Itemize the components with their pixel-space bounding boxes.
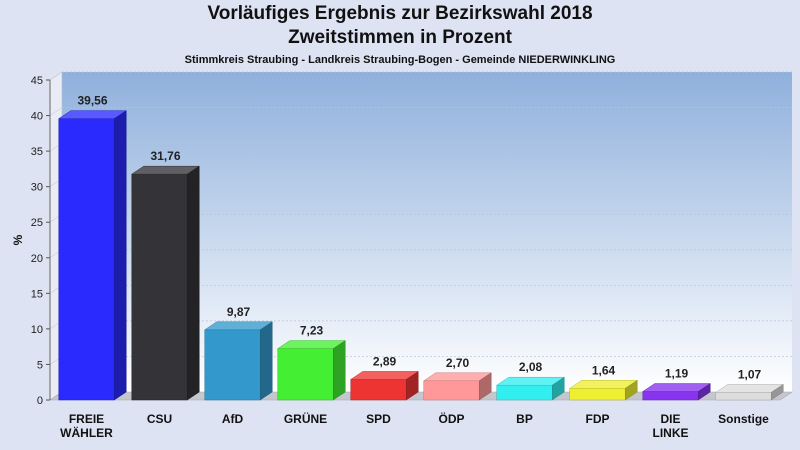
bar-front — [423, 380, 480, 401]
category-label-line: Sonstige — [718, 412, 769, 426]
category-label: FDP — [586, 412, 610, 426]
chart-subtitle: Zweitstimmen in Prozent — [288, 27, 512, 48]
data-label: 2,70 — [446, 356, 470, 370]
y-tick-label: 10 — [31, 324, 43, 336]
data-label: 1,07 — [738, 367, 762, 381]
data-label: 31,76 — [150, 149, 180, 163]
bar-side — [113, 110, 127, 401]
category-label: Sonstige — [718, 412, 769, 426]
category-label-line: CSU — [147, 412, 172, 426]
bar-front — [131, 173, 188, 401]
bar[interactable] — [422, 372, 493, 401]
category-label-line: GRÜNE — [284, 411, 327, 426]
category-label: ÖDP — [438, 411, 464, 426]
category-label-line: DIE — [660, 412, 680, 426]
category-label-line: ÖDP — [438, 411, 464, 426]
chart-title: Vorläufiges Ergebnis zur Bezirkswahl 201… — [207, 3, 593, 24]
category-label: CSU — [147, 412, 172, 426]
data-label: 7,23 — [300, 324, 324, 338]
category-label: BP — [516, 412, 533, 426]
bar-side — [697, 383, 711, 401]
bar[interactable] — [714, 383, 785, 401]
y-axis-label: % — [11, 234, 25, 245]
data-label: 1,19 — [665, 367, 689, 381]
category-label: GRÜNE — [284, 411, 327, 426]
bar-front — [277, 348, 334, 401]
bar-side — [186, 165, 200, 401]
bar-front — [350, 379, 407, 401]
bar-side — [624, 379, 638, 401]
bar[interactable] — [276, 340, 347, 401]
category-label: AfD — [222, 412, 244, 426]
y-tick-label: 35 — [31, 146, 43, 158]
bar[interactable] — [568, 379, 639, 401]
category-label-line: FDP — [586, 412, 610, 426]
bar[interactable] — [203, 321, 274, 401]
bar-front — [569, 388, 626, 401]
category-label-line: BP — [516, 412, 533, 426]
category-label: SPD — [366, 412, 391, 426]
y-tick-label: 40 — [31, 111, 43, 123]
y-tick-label: 5 — [37, 359, 43, 371]
bar-front — [58, 118, 115, 401]
bar[interactable] — [57, 110, 128, 401]
bar-front — [715, 392, 772, 401]
category-label-line: AfD — [222, 412, 244, 426]
gridline-side — [49, 107, 63, 116]
y-tick-label: 15 — [31, 288, 43, 300]
category-label-line: LINKE — [653, 426, 689, 440]
data-label: 39,56 — [77, 94, 107, 108]
chart-caption: Stimmkreis Straubing - Landkreis Straubi… — [184, 54, 616, 66]
bar[interactable] — [349, 370, 420, 401]
bar-front — [204, 329, 261, 401]
bar-side — [770, 383, 784, 401]
gridline-side — [49, 71, 63, 81]
y-tick-label: 30 — [31, 182, 43, 194]
bar-side — [551, 376, 565, 401]
y-tick-label: 0 — [37, 395, 43, 407]
bar-side — [259, 321, 273, 401]
bar-front — [496, 384, 553, 401]
bar[interactable] — [495, 376, 566, 401]
category-label-line: FREIE — [69, 412, 104, 426]
bar[interactable] — [641, 383, 712, 401]
data-label: 9,87 — [227, 305, 251, 319]
data-label: 2,89 — [373, 354, 397, 368]
data-label: 1,64 — [592, 363, 616, 377]
y-tick-label: 25 — [31, 217, 43, 229]
category-label-line: SPD — [366, 412, 391, 426]
category-label: DIE LINKE — [653, 412, 689, 440]
bar-side — [478, 372, 492, 401]
data-label: 2,08 — [519, 360, 543, 374]
bar-side — [405, 370, 419, 401]
category-label-line: WÄHLER — [60, 425, 113, 440]
y-tick-label: 45 — [31, 75, 43, 87]
y-tick-label: 20 — [31, 253, 43, 265]
bar-front — [642, 391, 699, 401]
bar-side — [332, 340, 346, 401]
category-label: FREIE WÄHLER — [60, 412, 113, 440]
bar[interactable] — [130, 165, 201, 401]
